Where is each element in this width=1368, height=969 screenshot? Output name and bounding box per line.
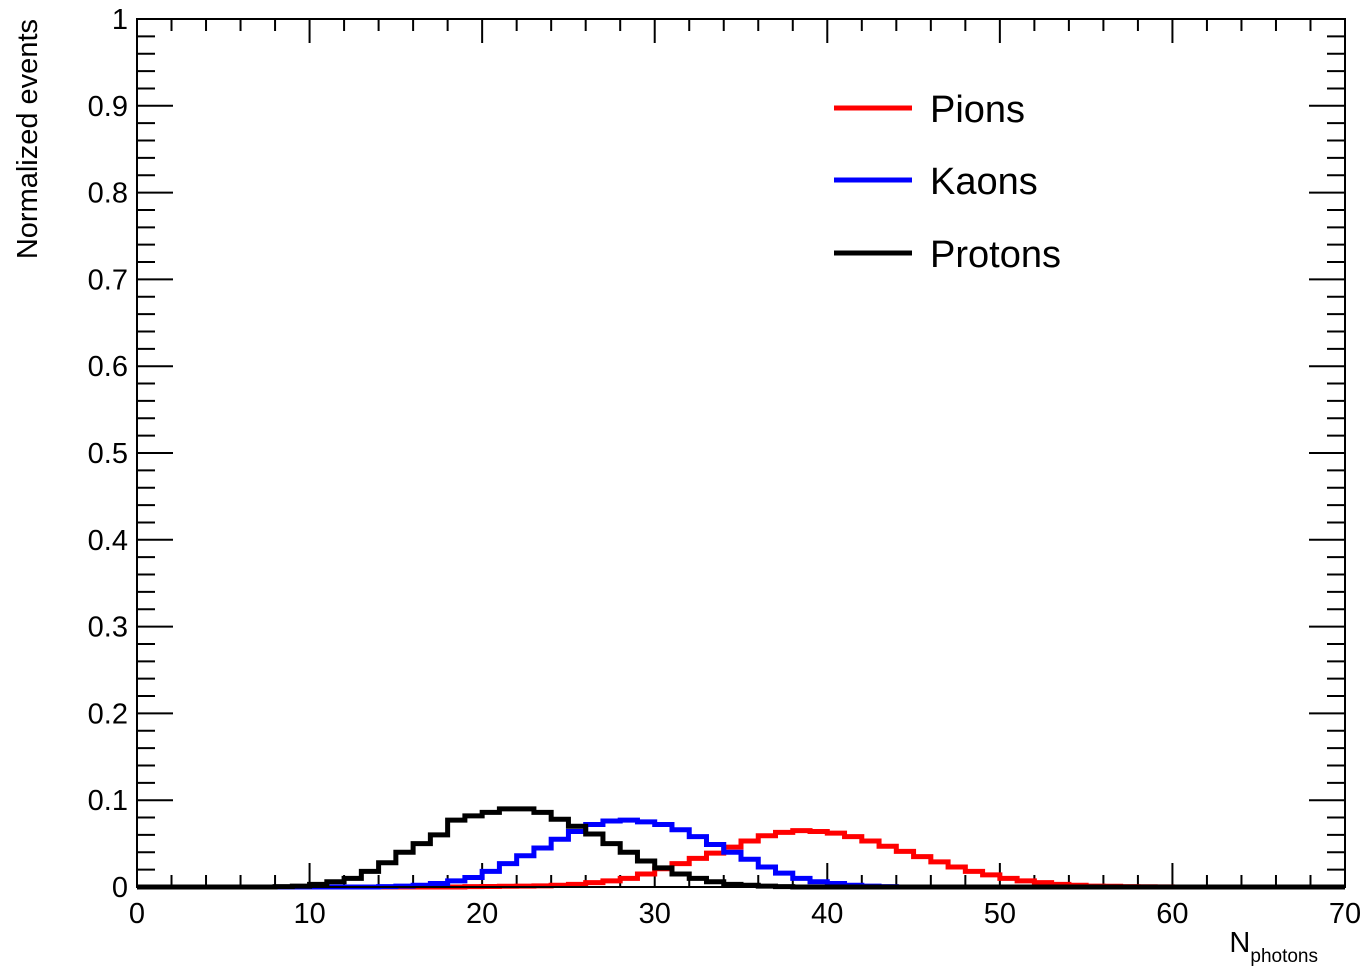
x-tick-label: 30 xyxy=(639,898,671,930)
x-tick-label: 20 xyxy=(466,898,498,930)
y-tick-label: 0.3 xyxy=(88,612,128,644)
x-tick-label: 70 xyxy=(1329,898,1361,930)
x-tick-label: 60 xyxy=(1156,898,1188,930)
x-tick-label: 50 xyxy=(984,898,1016,930)
x-axis-title-subscript: photons xyxy=(1250,946,1318,967)
legend-label-kaons: Kaons xyxy=(930,161,1038,203)
y-tick-label: 0.4 xyxy=(88,525,128,557)
y-tick-label: 0 xyxy=(112,872,128,904)
legend-label-protons: Protons xyxy=(930,234,1061,276)
x-tick-label: 10 xyxy=(293,898,325,930)
y-tick-label: 0.1 xyxy=(88,785,128,817)
plot-frame xyxy=(136,18,1346,888)
legend-label-pions: Pions xyxy=(930,89,1025,131)
y-tick-labels: 0 0.1 0.2 0.3 0.4 0.5 0.6 0.7 0.8 0.9 1 xyxy=(88,4,128,904)
y-tick-label: 0.7 xyxy=(88,264,128,296)
y-axis-title: Normalized events xyxy=(12,19,44,259)
y-tick-label: 0.5 xyxy=(88,438,128,470)
y-tick-label: 0.8 xyxy=(88,178,128,210)
x-tick-labels: 0 10 20 30 40 50 60 70 xyxy=(129,898,1361,930)
x-tick-label: 40 xyxy=(811,898,843,930)
x-axis-title-main: N xyxy=(1229,927,1250,959)
x-tick-label: 0 xyxy=(129,898,145,930)
x-axis-title: Nphotons xyxy=(1229,927,1318,967)
y-tick-label: 0.9 xyxy=(88,91,128,123)
axis-ticks xyxy=(136,18,1346,888)
series-line-kaons xyxy=(137,817,1345,890)
y-tick-label: 0.2 xyxy=(88,698,128,730)
series-group xyxy=(137,806,1345,890)
y-tick-label: 0.6 xyxy=(88,351,128,383)
legend: Pions Kaons Protons xyxy=(834,89,1061,276)
y-tick-label: 1 xyxy=(112,4,128,36)
